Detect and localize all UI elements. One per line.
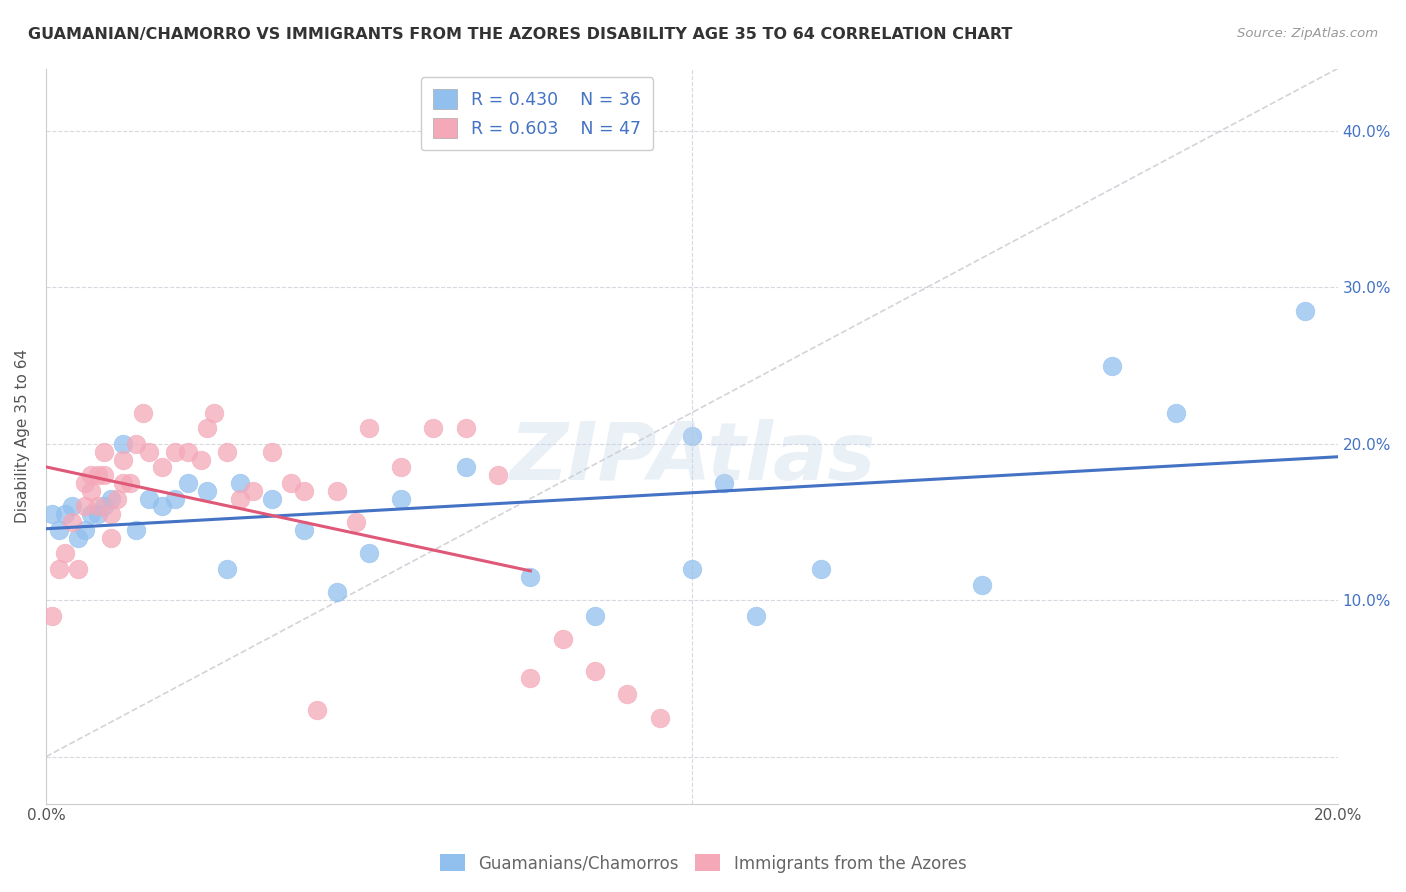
- Point: [100, 508, 122, 522]
- Point: [150, 500, 173, 514]
- Point: [67, 562, 90, 576]
- Point: [215, 562, 238, 576]
- Point: [41, 609, 63, 624]
- Point: [648, 710, 671, 724]
- Point: [80, 508, 103, 522]
- Point: [1294, 304, 1316, 318]
- Point: [132, 406, 155, 420]
- Point: [215, 444, 238, 458]
- Point: [86, 500, 108, 514]
- Point: [197, 483, 219, 498]
- Point: [80, 468, 103, 483]
- Point: [454, 460, 477, 475]
- Point: [138, 444, 160, 458]
- Point: [551, 632, 574, 647]
- Point: [583, 609, 606, 624]
- Point: [138, 491, 160, 506]
- Y-axis label: Disability Age 35 to 64: Disability Age 35 to 64: [15, 349, 30, 523]
- Point: [325, 483, 347, 498]
- Point: [280, 475, 302, 490]
- Text: ZIPAtlas: ZIPAtlas: [509, 419, 875, 497]
- Point: [80, 483, 103, 498]
- Point: [177, 475, 200, 490]
- Point: [519, 570, 541, 584]
- Point: [93, 500, 115, 514]
- Text: Source: ZipAtlas.com: Source: ZipAtlas.com: [1237, 27, 1378, 40]
- Point: [197, 421, 219, 435]
- Point: [165, 444, 187, 458]
- Point: [745, 609, 768, 624]
- Legend: Guamanians/Chamorros, Immigrants from the Azores: Guamanians/Chamorros, Immigrants from th…: [433, 847, 973, 880]
- Point: [60, 500, 83, 514]
- Point: [454, 421, 477, 435]
- Point: [190, 452, 212, 467]
- Point: [486, 468, 509, 483]
- Point: [260, 444, 283, 458]
- Point: [100, 491, 122, 506]
- Point: [86, 508, 108, 522]
- Text: GUAMANIAN/CHAMORRO VS IMMIGRANTS FROM THE AZORES DISABILITY AGE 35 TO 64 CORRELA: GUAMANIAN/CHAMORRO VS IMMIGRANTS FROM TH…: [28, 27, 1012, 42]
- Point: [86, 468, 108, 483]
- Point: [125, 523, 148, 537]
- Point: [292, 523, 315, 537]
- Point: [48, 523, 70, 537]
- Legend: R = 0.430    N = 36, R = 0.603    N = 47: R = 0.430 N = 36, R = 0.603 N = 47: [420, 78, 652, 150]
- Point: [93, 444, 115, 458]
- Point: [616, 687, 638, 701]
- Point: [357, 421, 380, 435]
- Point: [73, 500, 96, 514]
- Point: [325, 585, 347, 599]
- Point: [112, 452, 135, 467]
- Point: [344, 515, 367, 529]
- Point: [48, 562, 70, 576]
- Point: [202, 406, 225, 420]
- Point: [112, 475, 135, 490]
- Point: [1166, 406, 1188, 420]
- Point: [60, 515, 83, 529]
- Point: [105, 491, 128, 506]
- Point: [53, 546, 76, 560]
- Point: [73, 475, 96, 490]
- Point: [67, 531, 90, 545]
- Point: [41, 508, 63, 522]
- Point: [100, 531, 122, 545]
- Point: [972, 577, 994, 591]
- Point: [292, 483, 315, 498]
- Point: [681, 562, 703, 576]
- Point: [422, 421, 444, 435]
- Point: [53, 508, 76, 522]
- Point: [228, 491, 250, 506]
- Point: [1101, 359, 1123, 373]
- Point: [357, 546, 380, 560]
- Point: [228, 475, 250, 490]
- Point: [177, 444, 200, 458]
- Point: [118, 475, 141, 490]
- Point: [583, 664, 606, 678]
- Point: [242, 483, 264, 498]
- Point: [389, 460, 412, 475]
- Point: [112, 437, 135, 451]
- Point: [389, 491, 412, 506]
- Point: [307, 703, 329, 717]
- Point: [260, 491, 283, 506]
- Point: [73, 523, 96, 537]
- Point: [125, 437, 148, 451]
- Point: [150, 460, 173, 475]
- Point: [519, 672, 541, 686]
- Point: [165, 491, 187, 506]
- Point: [93, 468, 115, 483]
- Point: [713, 475, 735, 490]
- Point: [810, 562, 832, 576]
- Point: [681, 429, 703, 443]
